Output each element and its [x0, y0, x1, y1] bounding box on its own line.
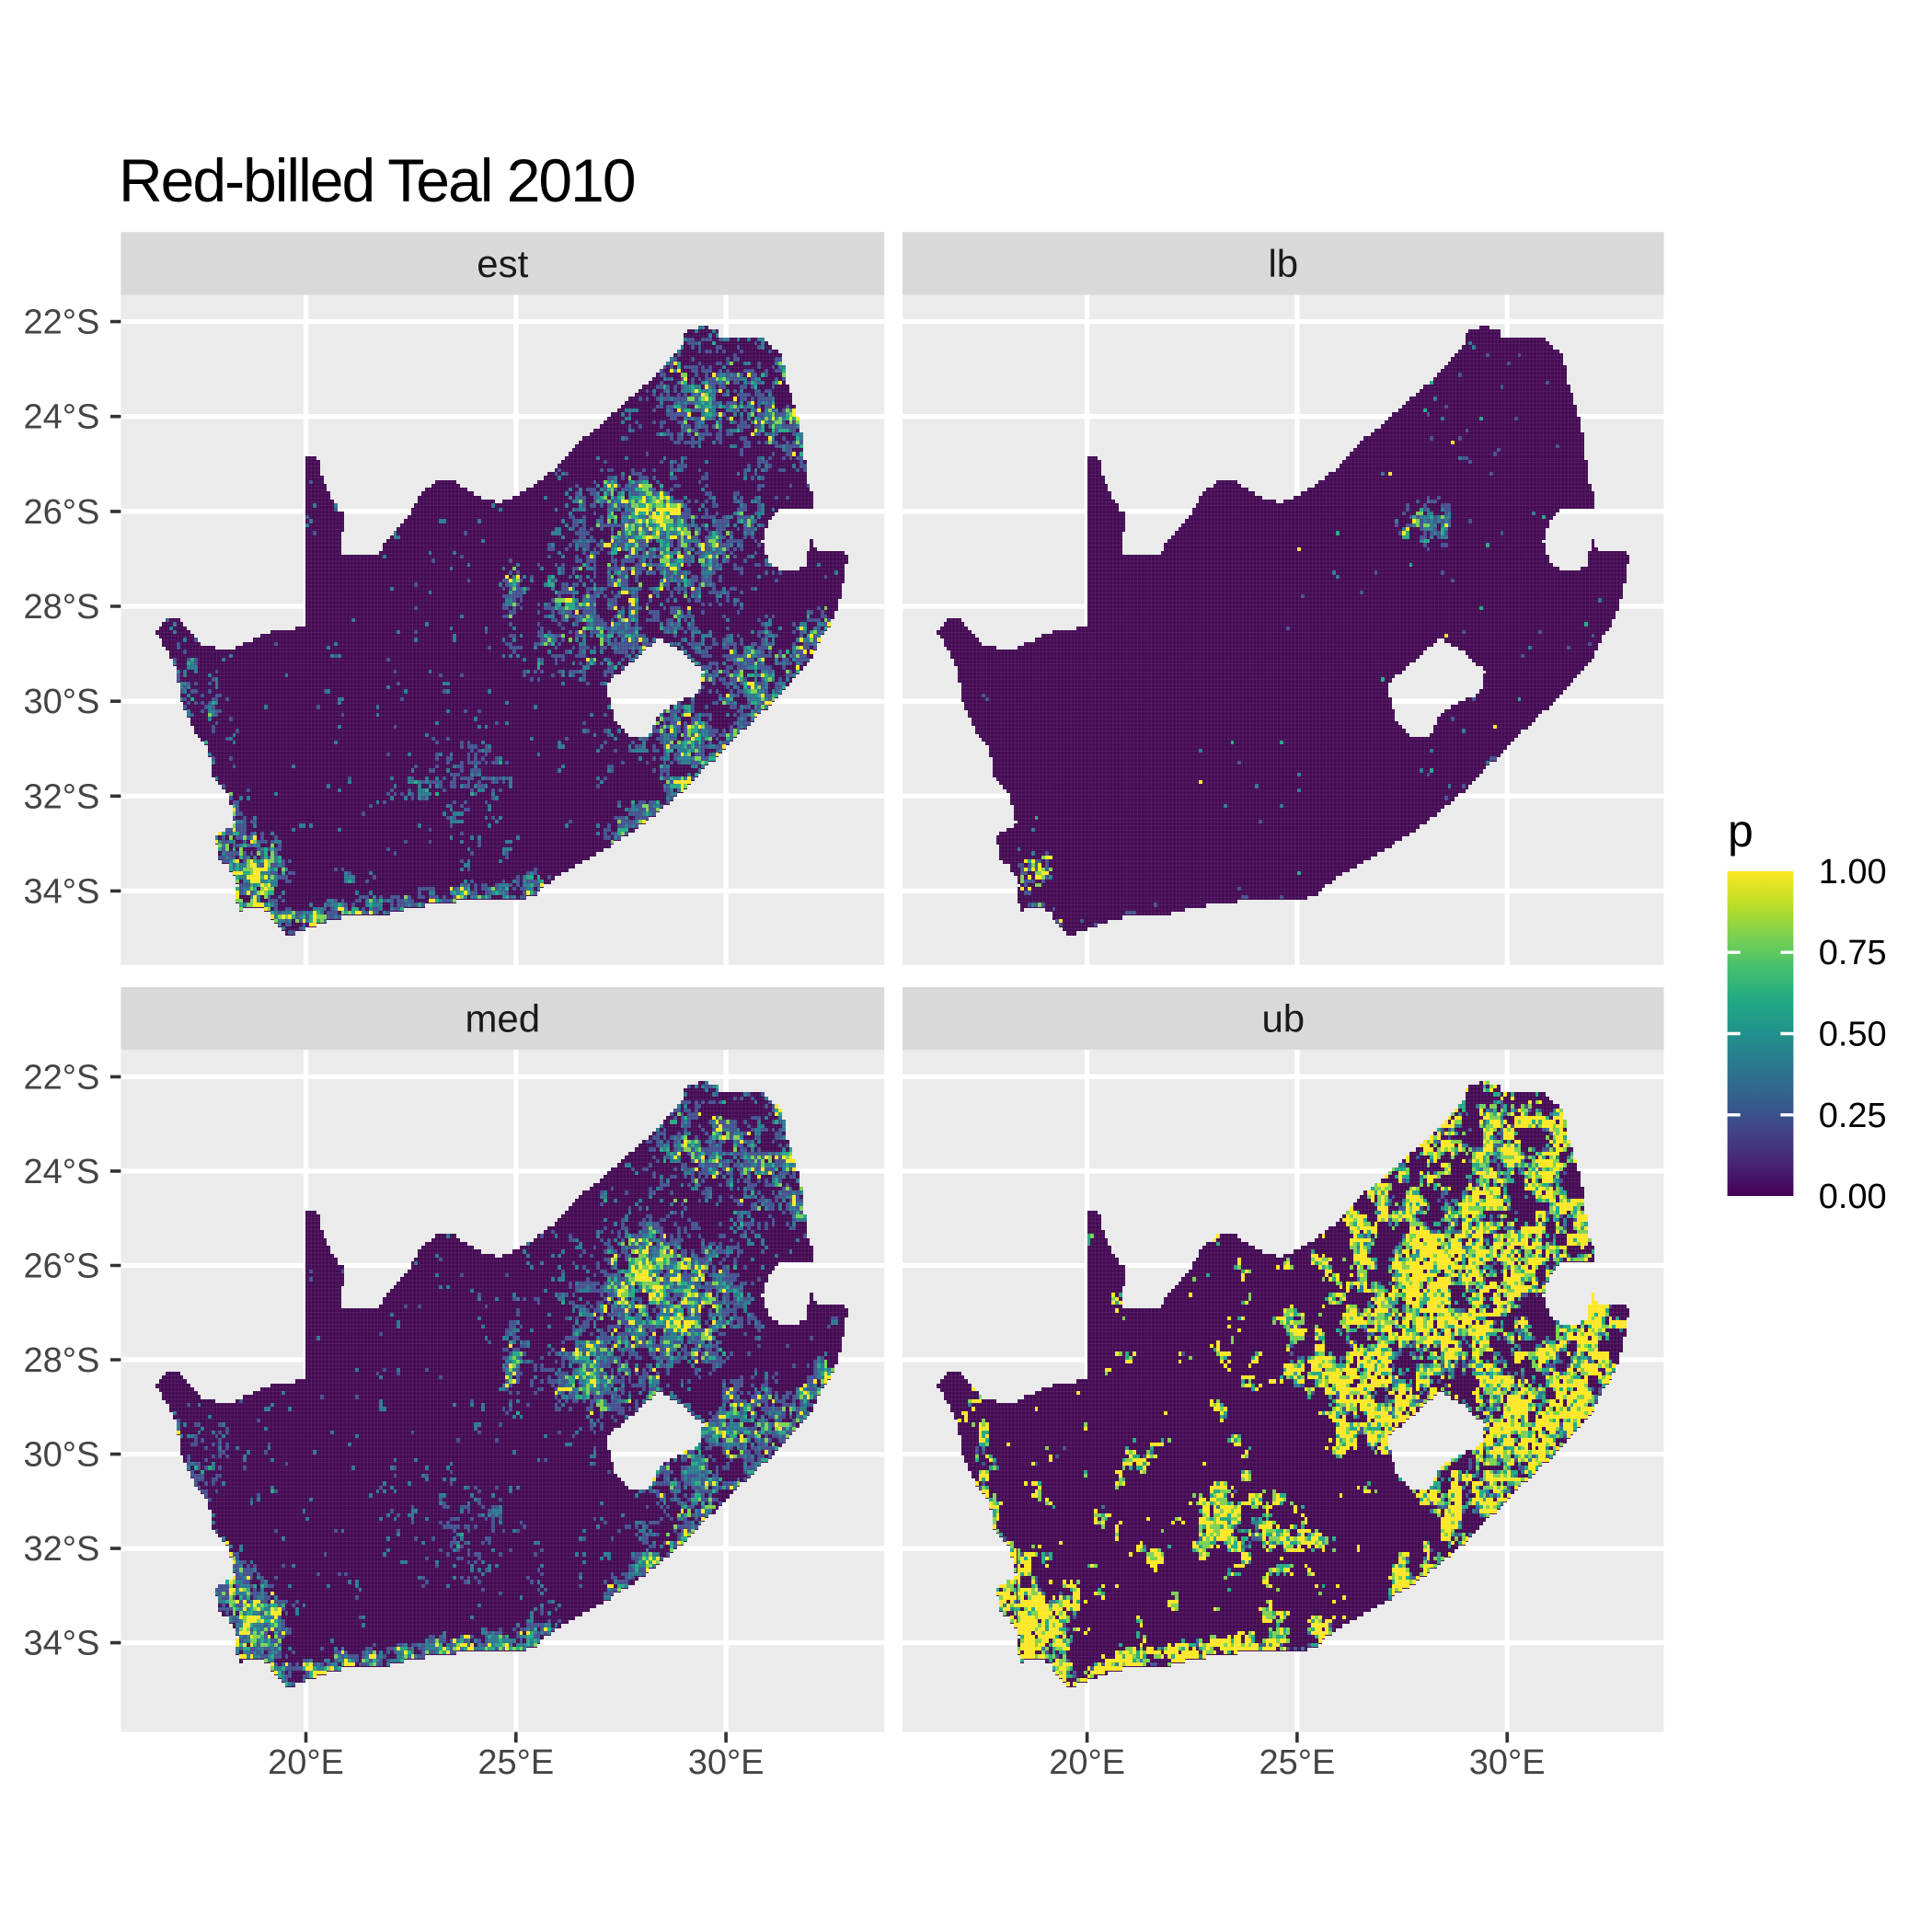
- svg-text:34°S: 34°S: [23, 872, 99, 911]
- svg-text:25°E: 25°E: [1259, 1743, 1335, 1782]
- svg-text:26°S: 26°S: [23, 493, 99, 532]
- svg-text:lb: lb: [1268, 242, 1298, 285]
- svg-text:p: p: [1728, 805, 1754, 857]
- svg-text:25°E: 25°E: [477, 1743, 554, 1782]
- svg-text:28°S: 28°S: [23, 588, 99, 627]
- svg-text:22°S: 22°S: [23, 1058, 99, 1097]
- svg-text:20°E: 20°E: [1049, 1743, 1125, 1782]
- svg-text:28°S: 28°S: [23, 1341, 99, 1380]
- svg-text:20°E: 20°E: [268, 1743, 344, 1782]
- svg-text:32°S: 32°S: [23, 1530, 99, 1569]
- svg-text:30°S: 30°S: [23, 1436, 99, 1475]
- svg-text:Red-billed Teal 2010: Red-billed Teal 2010: [119, 146, 635, 214]
- svg-text:0.75: 0.75: [1819, 934, 1887, 972]
- svg-text:est: est: [477, 242, 528, 285]
- svg-text:34°S: 34°S: [23, 1625, 99, 1663]
- svg-text:0.00: 0.00: [1819, 1178, 1887, 1216]
- svg-text:30°E: 30°E: [688, 1743, 765, 1782]
- svg-text:0.25: 0.25: [1819, 1097, 1887, 1135]
- svg-text:26°S: 26°S: [23, 1248, 99, 1286]
- svg-text:30°S: 30°S: [23, 683, 99, 721]
- svg-text:24°S: 24°S: [23, 398, 99, 437]
- svg-text:1.00: 1.00: [1819, 853, 1887, 891]
- svg-text:ub: ub: [1261, 996, 1305, 1040]
- svg-text:30°E: 30°E: [1469, 1743, 1546, 1782]
- svg-text:32°S: 32°S: [23, 777, 99, 816]
- svg-text:0.50: 0.50: [1819, 1016, 1887, 1054]
- svg-text:22°S: 22°S: [23, 304, 99, 342]
- svg-text:24°S: 24°S: [23, 1153, 99, 1191]
- svg-text:med: med: [465, 996, 540, 1040]
